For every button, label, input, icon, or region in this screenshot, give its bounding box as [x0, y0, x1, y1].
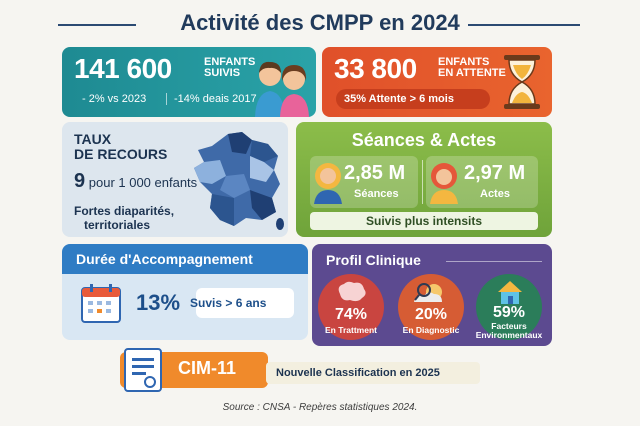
card-seances-actes: Séances & Actes 2,85 M Séances 2,97 M Ac… — [296, 122, 552, 237]
attente-label-2: EN ATTENTE — [438, 67, 506, 79]
person-icon — [314, 163, 342, 204]
document-icon — [124, 348, 162, 392]
taux-title-1: TAUX — [74, 131, 112, 147]
title-divider-left — [58, 24, 136, 26]
cim-text: Nouvelle Classification en 2025 — [276, 367, 440, 379]
profil-divider — [446, 261, 542, 262]
enfants-delta-2017: -14% deais 2017 — [174, 93, 257, 105]
taux-note-1: Fortes diaparités, — [74, 204, 175, 218]
duree-label: Suvis > 6 ans — [190, 296, 267, 310]
seances-title: Séances & Actes — [351, 130, 497, 150]
seances-separator — [422, 160, 423, 204]
france-map-icon — [194, 132, 284, 230]
card-duree: Durée d'Accompagnement 13% Suvis > 6 ans — [62, 244, 308, 340]
source-note: Source : CNSA - Repères statistiques 202… — [222, 402, 418, 413]
attente-value: 33 800 — [334, 53, 417, 84]
enfants-label-1: ENFANTS — [204, 56, 256, 68]
duree-value: 13% — [136, 290, 181, 315]
enfants-separator — [166, 93, 167, 105]
duree-pill — [196, 288, 294, 318]
title-divider-right — [468, 24, 580, 26]
profil-label-diagnostic: En Diagnostic — [402, 325, 460, 335]
seances-label: Séances — [354, 188, 399, 200]
house-icon — [498, 281, 522, 304]
cim-title: CIM-11 — [178, 358, 237, 378]
actes-label: Actes — [480, 188, 510, 200]
profil-value-environnement: 59% — [492, 304, 526, 321]
attente-label-1: ENFANTS — [438, 56, 490, 68]
hourglass-icon — [504, 55, 540, 109]
profil-label-traitement: En Trattment — [325, 325, 377, 335]
card-profil-clinique: Profil Clinique 74% En Trattment 20% En … — [312, 244, 552, 346]
attente-pill — [336, 89, 490, 109]
profil-title: Profil Clinique — [326, 252, 421, 268]
taux-rate: 9 pour 1 000 enfants — [74, 170, 197, 193]
duree-title: Durée d'Accompagnement — [62, 244, 308, 274]
children-icon — [255, 61, 309, 117]
card-enfants-suivis: 141 600 ENFANTS SUIVIS - 2% vs 2023 -14%… — [62, 47, 316, 117]
profil-label-environnement-2: Environmentaux — [475, 330, 543, 340]
page-title: Activité des CMPP en 2024 — [180, 10, 460, 35]
magnifier-icon — [414, 283, 442, 302]
enfants-label-2: SUIVIS — [204, 67, 241, 79]
taux-note-2: territoriales — [84, 218, 151, 232]
header: Activité des CMPP en 2024 — [0, 8, 640, 40]
cim-band — [266, 362, 480, 384]
attente-sub: 35% Attente > 6 mois — [344, 93, 454, 105]
card-enfants-attente: 33 800 ENFANTS EN ATTENTE 35% Attente > … — [322, 47, 552, 117]
actes-value: 2,97 M — [464, 162, 526, 184]
profil-value-diagnostic: 20% — [414, 306, 448, 323]
profil-label-environnement-1: Facteurs — [491, 321, 527, 331]
enfants-delta-2023: - 2% vs 2023 — [82, 93, 147, 105]
therapist-icon — [430, 163, 458, 204]
seances-footer: Suivis plus intensits — [310, 212, 538, 230]
taux-title-2: DE RECOURS — [74, 146, 168, 162]
taux-value-suffix: pour 1 000 enfants — [88, 175, 198, 190]
enfants-value: 141 600 — [74, 53, 172, 84]
seances-value: 2,85 M — [344, 162, 406, 184]
brain-icon — [338, 281, 366, 302]
card-taux-recours: TAUX DE RECOURS 9 pour 1 000 enfants For… — [62, 122, 288, 237]
profil-value-traitement: 74% — [334, 306, 368, 323]
calendar-icon — [81, 284, 121, 323]
taux-value: 9 — [74, 170, 86, 192]
